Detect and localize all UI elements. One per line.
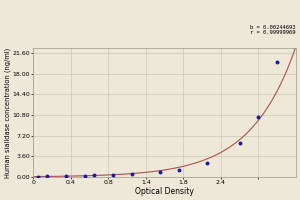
Point — [237, 141, 242, 144]
Point — [275, 61, 280, 64]
Point — [82, 174, 87, 177]
Text: b = 0.00244693
r = 0.99999969: b = 0.00244693 r = 0.99999969 — [250, 25, 296, 35]
Point — [45, 175, 50, 178]
Y-axis label: Human sialidase concentration (ng/ml): Human sialidase concentration (ng/ml) — [4, 47, 11, 178]
Point — [176, 168, 181, 171]
Point — [158, 170, 162, 173]
Point — [204, 161, 209, 164]
Point — [64, 174, 68, 178]
Point — [111, 173, 116, 176]
Point — [36, 175, 40, 178]
Point — [256, 115, 261, 118]
Point — [92, 174, 97, 177]
X-axis label: Optical Density: Optical Density — [135, 187, 194, 196]
Point — [129, 172, 134, 175]
